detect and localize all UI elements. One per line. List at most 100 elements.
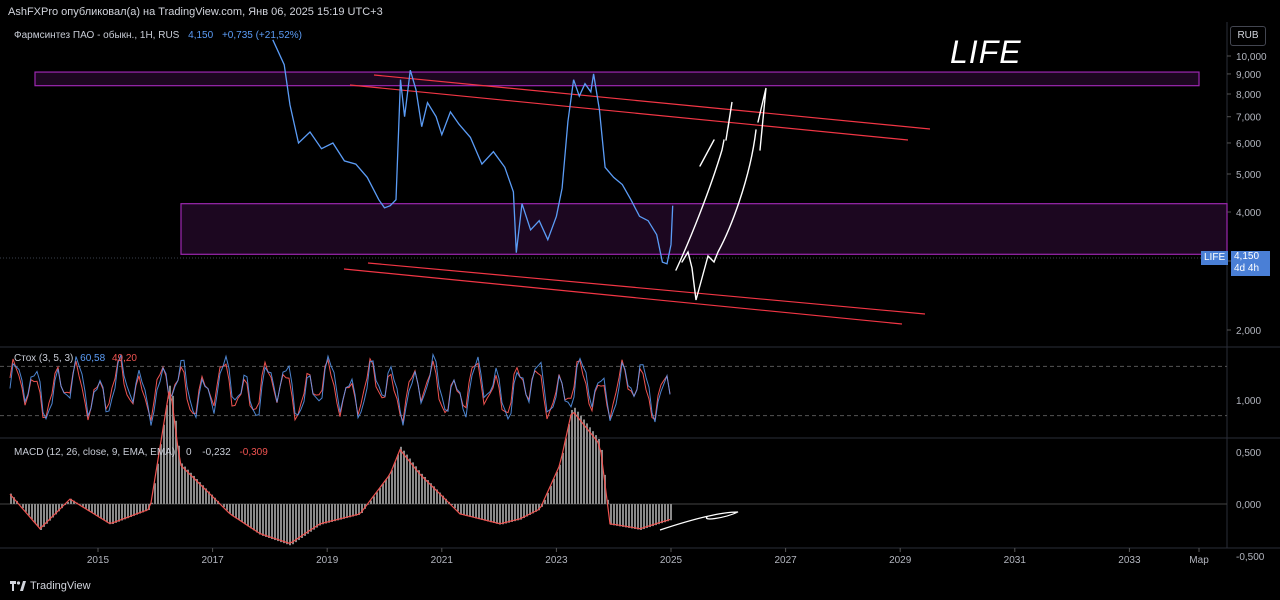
macd-histogram-bar xyxy=(325,504,327,524)
macd-histogram-bar xyxy=(373,496,375,504)
macd-histogram-bar xyxy=(529,504,531,515)
macd-histogram-bar xyxy=(460,504,462,515)
macd-histogram-bar xyxy=(526,504,528,517)
macd-histogram-bar xyxy=(463,504,465,516)
macd-histogram-bar xyxy=(616,504,618,526)
time-axis-label: 2031 xyxy=(1004,555,1027,566)
macd-histogram-bar xyxy=(349,504,351,518)
macd-histogram-bar xyxy=(553,478,555,504)
macd-histogram-bar xyxy=(187,469,189,504)
macd-histogram-bar xyxy=(520,504,522,520)
macd-histogram-bar xyxy=(73,500,75,504)
hand-drawn-arrow xyxy=(681,129,757,301)
macd-histogram-bar xyxy=(280,504,282,543)
macd-histogram-bar xyxy=(556,471,558,504)
tradingview-logo-icon xyxy=(10,581,26,591)
macd-histogram-bar xyxy=(67,501,69,504)
macd-histogram-bar xyxy=(199,482,201,504)
macd-histogram-bar xyxy=(118,504,120,522)
macd-histogram-bar xyxy=(223,504,225,508)
macd-histogram-bar xyxy=(376,492,378,504)
macd-value-1: 0 xyxy=(185,447,192,458)
macd-histogram-bar xyxy=(667,504,669,522)
hand-drawn-arrow xyxy=(757,87,767,151)
macd-histogram-bar xyxy=(601,449,603,504)
macd-histogram-bar xyxy=(433,486,435,504)
macd-histogram-bar xyxy=(424,476,426,504)
macd-histogram-bar xyxy=(382,483,384,504)
macd-histogram-bar xyxy=(421,473,423,504)
macd-histogram-bar xyxy=(259,504,261,535)
macd-axis-label: 0,500 xyxy=(1236,448,1261,459)
price-axis-label: 8,000 xyxy=(1236,90,1261,101)
macd-histogram-bar xyxy=(154,483,156,504)
macd-histogram-bar xyxy=(40,504,42,530)
stoch-legend: Стох (3, 5, 3) 60,58 49,20 xyxy=(14,353,137,364)
macd-histogram-bar xyxy=(535,504,537,512)
footer: TradingView xyxy=(10,580,91,592)
footer-brand: TradingView xyxy=(30,580,91,592)
macd-histogram-bar xyxy=(91,504,93,513)
macd-histogram-bar xyxy=(58,504,60,512)
macd-axis-label: 1,000 xyxy=(1236,396,1261,407)
stoch-k-line xyxy=(9,352,671,426)
macd-histogram-bar xyxy=(94,504,96,515)
macd-histogram-bar xyxy=(403,450,405,504)
macd-histogram-bar xyxy=(334,504,336,522)
price-tag-countdown: 4d 4h xyxy=(1234,263,1260,274)
macd-histogram-bar xyxy=(103,504,105,521)
macd-histogram-bar xyxy=(142,504,144,513)
macd-histogram-bar xyxy=(70,498,72,504)
macd-histogram-bar xyxy=(151,502,153,504)
macd-histogram-bar xyxy=(304,504,306,536)
macd-histogram-bar xyxy=(388,475,390,504)
price-axis-label: 5,000 xyxy=(1236,170,1261,181)
macd-histogram-bar xyxy=(409,458,411,504)
macd-histogram-bar xyxy=(550,485,552,504)
hand-drawn-scribble xyxy=(659,511,739,531)
macd-histogram-bar xyxy=(481,504,483,520)
macd-histogram-bar xyxy=(619,504,621,527)
macd-histogram-bar xyxy=(97,504,99,517)
macd-histogram-bar xyxy=(649,504,651,528)
macd-histogram-bar xyxy=(346,504,348,519)
macd-label: MACD (12, 26, close, 9, EMA, EMA) xyxy=(14,447,176,458)
price-axis-label: 7,000 xyxy=(1236,113,1261,124)
price-axis-label: 10,000 xyxy=(1236,52,1267,63)
macd-histogram-bar xyxy=(283,504,285,544)
macd-histogram-bar xyxy=(634,504,636,529)
macd-histogram-bar xyxy=(361,504,363,514)
macd-histogram-bar xyxy=(238,504,240,520)
macd-axis-label: -0,500 xyxy=(1236,552,1265,563)
macd-histogram-bar xyxy=(145,504,147,512)
macd-histogram-bar xyxy=(472,504,474,518)
macd-histogram-bar xyxy=(544,499,546,504)
macd-histogram-bar xyxy=(250,504,252,529)
macd-histogram-bar xyxy=(31,504,33,520)
hand-drawn-arrow xyxy=(699,139,715,167)
macd-histogram-bar xyxy=(655,504,657,526)
macd-histogram-bar xyxy=(79,504,81,505)
macd-histogram-bar xyxy=(49,504,51,521)
macd-histogram-bar xyxy=(127,504,129,519)
macd-histogram-bar xyxy=(670,504,672,521)
macd-histogram-bar xyxy=(172,395,174,504)
macd-signal-line xyxy=(9,391,671,544)
macd-histogram-bar xyxy=(22,504,24,509)
macd-histogram-bar xyxy=(502,504,504,525)
macd-histogram-bar xyxy=(193,475,195,504)
macd-histogram-bar xyxy=(610,504,612,525)
macd-histogram-bar xyxy=(451,504,453,506)
macd-histogram-bar xyxy=(664,504,666,523)
macd-histogram-bar xyxy=(37,504,39,527)
macd-histogram-bar xyxy=(316,504,318,528)
macd-histogram-bar xyxy=(136,504,138,515)
macd-histogram-bar xyxy=(319,504,321,526)
macd-histogram-bar xyxy=(430,483,432,504)
price-axis-label: 6,000 xyxy=(1236,139,1261,150)
macd-histogram-bar xyxy=(298,504,300,541)
currency-button[interactable]: RUB xyxy=(1230,26,1266,46)
macd-histogram-bar xyxy=(469,504,471,517)
macd-histogram-bar xyxy=(130,504,132,517)
